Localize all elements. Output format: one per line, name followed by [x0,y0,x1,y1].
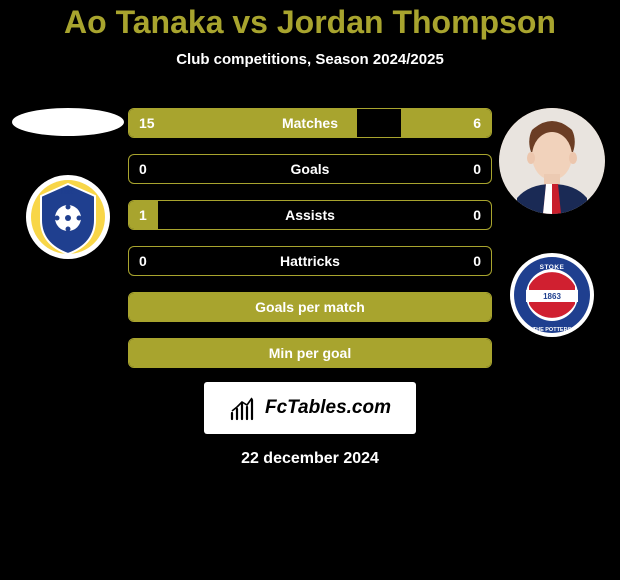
crest-top-text: STOKE [540,264,565,271]
stat-value-left: 1 [139,207,147,223]
right-player-column: 1863 STOKE THE POTTERS [492,108,612,368]
player-left-avatar [12,108,124,136]
subtitle: Club competitions, Season 2024/2025 [0,51,620,68]
footer-date: 22 december 2024 [0,450,620,468]
page-title: Ao Tanaka vs Jordan Thompson [0,0,620,41]
stat-label: Hattricks [280,253,340,269]
fctables-logo-icon [229,395,259,421]
stat-value-right: 0 [473,207,481,223]
leeds-crest-icon: LUFC [25,174,111,260]
crest-year: 1863 [543,292,561,301]
stat-row-matches: 15 Matches 6 [128,108,492,138]
player-right-club-crest: 1863 STOKE THE POTTERS [509,252,595,338]
stoke-crest-icon: 1863 STOKE THE POTTERS [509,252,595,338]
stat-label: Assists [285,207,335,223]
stat-row-assists: 1 Assists 0 [128,200,492,230]
stat-label: Min per goal [269,345,351,361]
stat-value-right: 0 [473,161,481,177]
footer-site-name: FcTables.com [265,397,391,419]
stat-row-goals-per-match: Goals per match [128,292,492,322]
stat-label: Goals [291,161,330,177]
player-right-avatar [499,108,605,214]
stat-label: Goals per match [255,299,365,315]
stat-row-hattricks: 0 Hattricks 0 [128,246,492,276]
stat-label: Matches [282,115,338,131]
crest-bottom-text: THE POTTERS [533,327,572,333]
footer-logo: FcTables.com [204,382,416,434]
stat-value-right: 6 [473,115,481,131]
stat-value-right: 0 [473,253,481,269]
stat-row-goals: 0 Goals 0 [128,154,492,184]
player-left-club-crest: LUFC [25,174,111,260]
comparison-card: Ao Tanaka vs Jordan Thompson Club compet… [0,0,620,580]
stat-row-min-per-goal: Min per goal [128,338,492,368]
svg-text:LUFC: LUFC [61,190,75,196]
avatar-silhouette-icon [499,108,605,214]
stat-value-left: 0 [139,161,147,177]
main-grid: LUFC 15 Matches 6 0 Goals 0 [0,108,620,368]
stats-column: 15 Matches 6 0 Goals 0 1 Assists 0 [128,108,492,368]
stat-value-left: 0 [139,253,147,269]
stat-value-left: 15 [139,115,155,131]
left-player-column: LUFC [8,108,128,368]
